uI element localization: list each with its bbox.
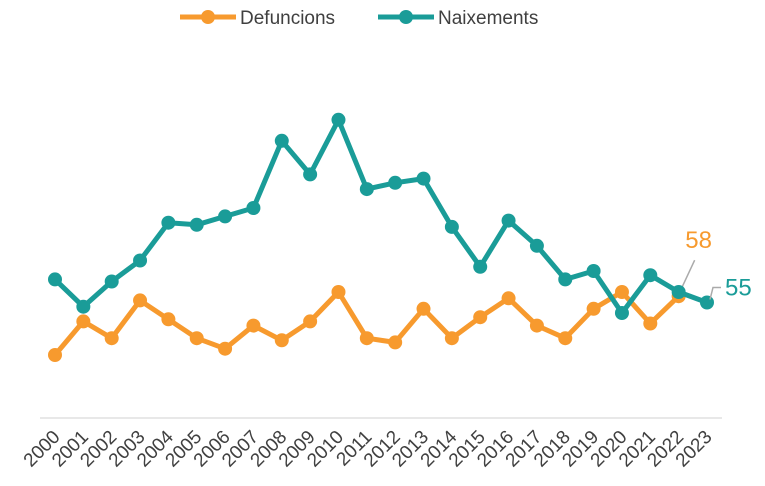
- data-point: [643, 268, 658, 283]
- data-point: [416, 171, 431, 186]
- data-point: [161, 215, 176, 230]
- data-point: [416, 301, 431, 316]
- data-point: [388, 335, 403, 350]
- leader-line: [709, 286, 721, 300]
- data-point: [558, 272, 573, 287]
- data-point: [444, 219, 459, 234]
- data-point: [274, 333, 289, 348]
- data-point: [359, 182, 374, 197]
- data-point: [48, 272, 62, 287]
- data-point: [671, 285, 686, 299]
- data-point: [614, 285, 629, 299]
- data-point: [48, 348, 62, 362]
- data-point: [104, 331, 119, 346]
- data-point: [76, 299, 91, 314]
- legend-label: Defuncions: [240, 8, 335, 29]
- legend-marker: [201, 10, 215, 24]
- data-point: [388, 175, 403, 190]
- data-point: [586, 264, 601, 278]
- series-line: [53, 289, 681, 357]
- data-point: [274, 133, 289, 148]
- data-point: [189, 331, 204, 346]
- data-point: [700, 295, 714, 310]
- data-point: [359, 331, 374, 346]
- legend-marker: [399, 10, 413, 24]
- data-point: [246, 318, 261, 333]
- data-label: 58: [685, 227, 712, 254]
- data-point: [104, 274, 119, 289]
- leader-line: [679, 259, 696, 291]
- data-point: [76, 314, 91, 329]
- data-point: [529, 318, 544, 333]
- data-point: [303, 314, 318, 329]
- data-point: [331, 112, 346, 127]
- data-point: [218, 341, 233, 356]
- data-point: [189, 217, 204, 232]
- data-point: [331, 285, 346, 299]
- legend-label: Naixements: [438, 8, 538, 29]
- data-point: [614, 306, 629, 320]
- data-point: [161, 312, 176, 327]
- data-point: [218, 209, 233, 224]
- data-point: [444, 331, 459, 346]
- data-point: [529, 238, 544, 253]
- data-point: [501, 213, 516, 228]
- data-point: [133, 293, 148, 308]
- data-point: [303, 167, 318, 182]
- data-label: 55: [725, 275, 752, 302]
- data-point: [558, 331, 573, 346]
- data-point: [586, 301, 601, 316]
- data-point: [473, 310, 488, 325]
- data-point: [246, 201, 261, 215]
- data-point: [473, 259, 488, 274]
- data-point: [133, 253, 148, 268]
- data-point: [501, 291, 516, 306]
- series-line: [53, 117, 708, 316]
- data-point: [643, 316, 658, 331]
